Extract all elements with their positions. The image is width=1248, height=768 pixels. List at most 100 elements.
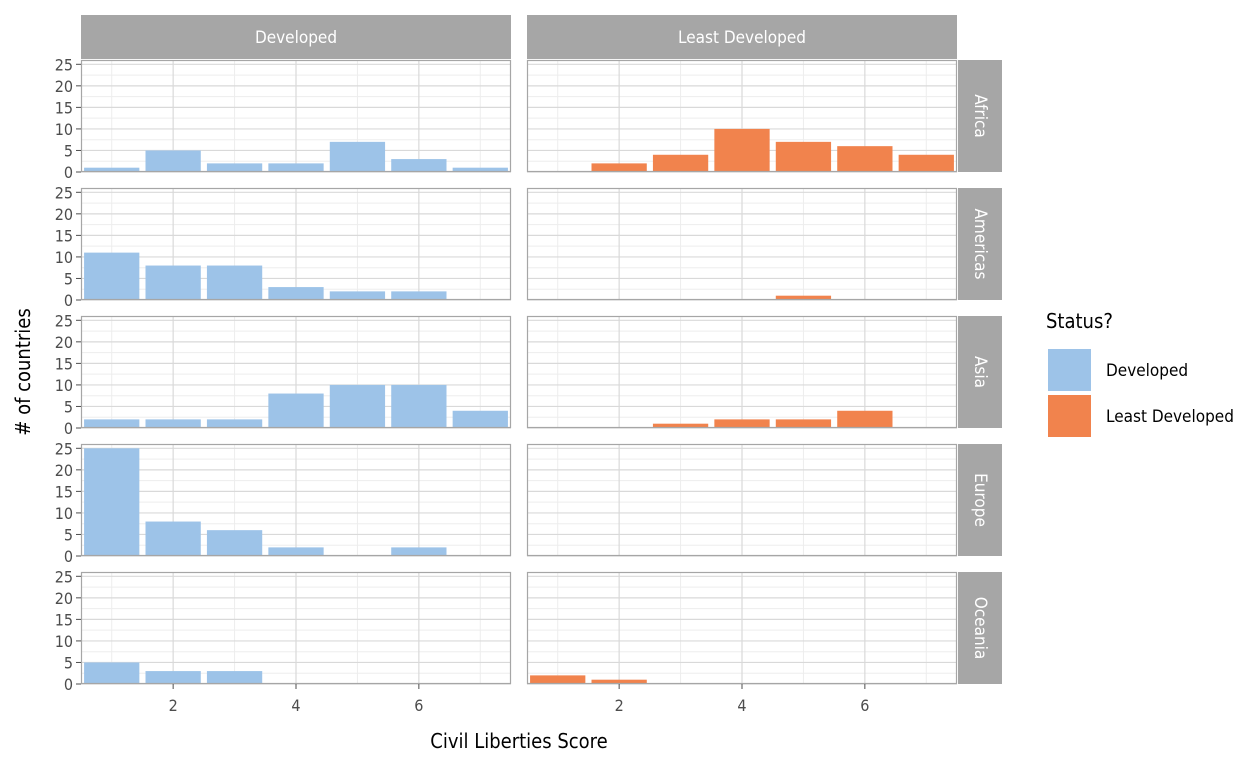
strip-americas [958, 188, 1002, 300]
bar-least-developed-africa-x5 [775, 141, 832, 172]
panel-border [80, 59, 512, 173]
y-tick-label-asia-5: 5 [64, 397, 73, 416]
y-tick-label-oceania-5: 5 [64, 653, 73, 672]
y-tick-label-americas-10: 10 [55, 248, 73, 267]
bar-developed-asia-x1 [84, 419, 140, 428]
x-tick-label-least-developed-6: 6 [860, 696, 869, 715]
y-tick-label-americas-0: 0 [64, 291, 73, 310]
y-tick-label-oceania-25: 25 [55, 567, 73, 586]
bar-least-developed-asia-x3 [652, 423, 709, 428]
bar-developed-americas-x4 [268, 287, 324, 300]
panel-developed-europe [80, 443, 512, 557]
y-tick-label-asia-0: 0 [64, 419, 73, 438]
y-axis-title: # of countries [11, 308, 35, 435]
panel-border [526, 315, 958, 429]
bar-developed-americas-x5 [329, 291, 386, 300]
panel-border [526, 59, 958, 173]
legend-entries: Developed Least Developed [1048, 349, 1234, 437]
bar-least-developed-asia-x4 [714, 419, 770, 428]
bar-developed-asia-x6 [391, 384, 447, 428]
strip-label-developed: Developed [255, 28, 337, 48]
panel-border [80, 571, 512, 685]
bar-developed-asia-x2 [145, 419, 201, 428]
bar-developed-europe-x1 [84, 448, 140, 556]
y-tick-label-africa-15: 15 [55, 98, 73, 117]
y-tick-label-africa-20: 20 [55, 77, 73, 96]
panel-least-developed-asia [526, 315, 958, 429]
bar-developed-africa-x6 [391, 159, 447, 172]
panel-developed-oceania [80, 571, 512, 685]
y-tick-label-americas-5: 5 [64, 269, 73, 288]
legend-label-least-developed: Least Developed [1106, 407, 1234, 427]
strip-developed [81, 15, 511, 59]
y-tick-label-europe-0: 0 [64, 547, 73, 566]
panel-border [80, 315, 512, 429]
bar-developed-africa-x3 [206, 163, 263, 172]
bar-developed-asia-x4 [268, 393, 324, 428]
x-tick-label-developed-4: 4 [291, 696, 300, 715]
strip-europe [958, 444, 1002, 556]
y-tick-label-oceania-20: 20 [55, 589, 73, 608]
bar-developed-europe-x6 [391, 547, 447, 556]
panel-least-developed-americas [526, 187, 958, 301]
strip-label-americas: Americas [970, 208, 990, 279]
y-tick-label-europe-25: 25 [55, 439, 73, 458]
bar-developed-americas-x1 [84, 252, 140, 300]
panels-layer [80, 59, 958, 685]
legend: Status? Developed Least Developed [1046, 309, 1234, 437]
bar-least-developed-oceania-x2 [591, 679, 647, 684]
panel-developed-africa [80, 59, 512, 173]
bar-developed-oceania-x1 [84, 662, 140, 684]
x-tick-label-least-developed-4: 4 [737, 696, 746, 715]
bar-developed-africa-x1 [84, 167, 140, 172]
strip-label-oceania: Oceania [970, 597, 990, 660]
bar-developed-europe-x2 [145, 521, 201, 556]
legend-title: Status? [1046, 309, 1113, 333]
panel-border [526, 571, 958, 685]
bar-developed-asia-x3 [206, 419, 263, 428]
x-tick-label-least-developed-2: 2 [615, 696, 624, 715]
y-tick-label-asia-10: 10 [55, 376, 73, 395]
bar-least-developed-africa-x7 [898, 154, 954, 172]
bar-least-developed-americas-x5 [775, 295, 832, 300]
bar-least-developed-africa-x2 [591, 163, 647, 172]
bar-developed-americas-x6 [391, 291, 447, 300]
panel-developed-americas [80, 187, 512, 301]
y-tick-label-africa-25: 25 [55, 55, 73, 74]
bar-developed-europe-x4 [268, 547, 324, 556]
y-tick-label-oceania-10: 10 [55, 632, 73, 651]
panel-least-developed-oceania [526, 571, 958, 685]
panel-border [80, 443, 512, 557]
strip-label-africa: Africa [970, 94, 990, 138]
strip-label-europe: Europe [970, 473, 990, 527]
strips-layer: Developed Least Developed Africa Americas As… [81, 15, 1002, 684]
panel-least-developed-africa [526, 59, 958, 173]
panel-border [526, 443, 958, 557]
legend-key-developed [1048, 349, 1091, 391]
bar-least-developed-oceania-x1 [530, 675, 586, 684]
strip-label-least-developed: Least Developed [678, 28, 806, 48]
bar-least-developed-africa-x6 [837, 146, 893, 172]
bar-least-developed-asia-x5 [775, 419, 832, 428]
bar-developed-africa-x5 [329, 141, 386, 172]
y-tick-label-europe-10: 10 [55, 504, 73, 523]
y-tick-label-asia-25: 25 [55, 311, 73, 330]
y-tick-label-africa-5: 5 [64, 141, 73, 160]
panel-least-developed-europe [526, 443, 958, 557]
bar-developed-europe-x3 [206, 530, 263, 556]
strip-oceania [958, 572, 1002, 684]
panel-border [526, 187, 958, 301]
y-tick-label-asia-15: 15 [55, 354, 73, 373]
y-tick-label-africa-10: 10 [55, 120, 73, 139]
panel-border [80, 187, 512, 301]
y-tick-label-africa-0: 0 [64, 163, 73, 182]
bar-developed-africa-x7 [452, 167, 508, 172]
bar-least-developed-africa-x3 [652, 154, 709, 172]
bar-developed-africa-x4 [268, 163, 324, 172]
x-tick-label-developed-6: 6 [414, 696, 423, 715]
y-tick-label-oceania-15: 15 [55, 610, 73, 629]
strip-label-asia: Asia [970, 356, 990, 388]
bar-developed-oceania-x3 [206, 671, 263, 684]
y-tick-label-europe-5: 5 [64, 525, 73, 544]
